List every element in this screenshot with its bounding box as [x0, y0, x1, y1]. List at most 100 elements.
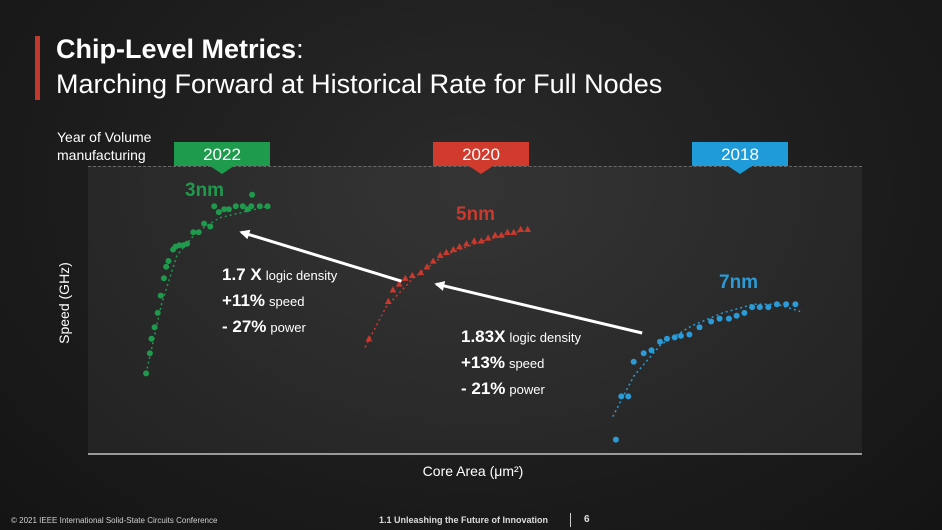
data-point-7nm [625, 393, 632, 400]
data-point-7nm [618, 393, 625, 400]
annotation-value: - 27% [222, 317, 267, 336]
data-point-5nm [429, 257, 437, 264]
data-point-5nm [510, 228, 518, 235]
title-block: Chip-Level Metrics: Marching Forward at … [56, 32, 662, 102]
data-point-3nm [165, 258, 172, 264]
data-point-7nm [630, 358, 637, 365]
data-point-3nm [239, 203, 246, 210]
data-point-3nm [221, 206, 228, 213]
data-point-5nm [384, 297, 392, 304]
annotation-value: 1.83X [461, 327, 506, 346]
data-point-7nm [749, 304, 756, 311]
data-point-7nm [756, 304, 763, 311]
annotation-line: +11% speed [222, 288, 337, 314]
data-point-5nm [491, 231, 499, 238]
data-point-3nm [148, 335, 155, 342]
data-point-5nm [470, 237, 478, 244]
data-point-5nm [389, 286, 397, 293]
data-point-7nm [716, 315, 723, 322]
annotation-5nm-vs-7nm: 1.83X logic density +13% speed - 21% power [461, 324, 581, 402]
data-point-7nm [733, 312, 740, 319]
annotation-metric: logic density [509, 330, 581, 345]
data-point-3nm [225, 206, 232, 213]
data-point-3nm [163, 263, 170, 270]
title-accent-bar [35, 36, 40, 100]
data-point-7nm [696, 324, 703, 331]
data-point-5nm [365, 335, 373, 342]
year-tag-2022: 2022 [174, 142, 270, 174]
data-point-3nm [201, 220, 208, 227]
data-point-7nm [648, 347, 655, 354]
data-point-7nm [671, 334, 678, 341]
footer-session-title: 1.1 Unleashing the Future of Innovation [379, 515, 549, 525]
data-point-7nm [765, 304, 772, 311]
data-point-3nm [211, 203, 218, 210]
annotation-metric: speed [269, 294, 305, 309]
data-points [143, 191, 799, 443]
annotation-value: 1.7 X [222, 265, 262, 284]
data-point-5nm [408, 271, 416, 279]
data-point-5nm [463, 240, 470, 247]
slide-title-bold: Chip-Level Metrics [56, 34, 297, 64]
annotation-metric: power [509, 382, 545, 397]
series-label-5nm: 5nm [456, 204, 496, 225]
slide-title: Chip-Level Metrics: [56, 32, 662, 66]
annotation-value: - 21% [461, 379, 506, 398]
data-point-3nm [143, 370, 150, 377]
data-point-3nm [215, 209, 222, 216]
data-point-7nm [664, 335, 670, 342]
data-point-3nm [157, 292, 164, 299]
data-point-3nm [154, 309, 161, 316]
year-tag-2020: 2020 [433, 142, 529, 174]
data-point-5nm [517, 225, 525, 232]
annotation-line: 1.83X logic density [461, 324, 581, 350]
data-point-5nm [456, 243, 463, 250]
year-caption-line1: Year of Volume [57, 129, 152, 145]
trend-line-7nm [612, 303, 801, 417]
x-axis-label: Core Area (μm²) [422, 463, 524, 479]
annotation-value: +13% [461, 353, 505, 372]
data-point-3nm [207, 223, 214, 230]
data-point-5nm [436, 251, 444, 258]
data-point-3nm [184, 240, 191, 247]
slide-title-colon: : [296, 34, 304, 64]
data-point-3nm [195, 229, 202, 236]
trend-lines [145, 205, 801, 417]
data-point-5nm [423, 263, 431, 270]
data-point-5nm [417, 268, 425, 276]
data-point-3nm [232, 203, 239, 210]
data-point-7nm [657, 338, 663, 345]
annotation-line: +13% speed [461, 350, 581, 376]
data-point-5nm [395, 280, 403, 287]
data-point-5nm [524, 225, 532, 232]
data-point-7nm [792, 301, 799, 308]
annotation-metric: logic density [265, 268, 338, 283]
data-point-3nm [160, 275, 167, 282]
data-point-3nm [190, 229, 197, 236]
data-point-7nm [773, 301, 780, 308]
annotation-metric: power [270, 320, 306, 335]
data-point-7nm [612, 436, 619, 443]
year-caption: Year of Volume manufacturing [57, 128, 151, 164]
comparison-arrows [239, 229, 643, 335]
data-point-7nm [677, 332, 684, 339]
slide-subtitle: Marching Forward at Historical Rate for … [56, 69, 663, 99]
annotation-line: - 27% power [222, 314, 337, 340]
year-tag-2018: 2018 [692, 142, 788, 174]
data-point-3nm [264, 203, 271, 210]
data-point-3nm [146, 350, 153, 357]
data-point-5nm [449, 245, 457, 253]
year-caption-line2: manufacturing [57, 147, 146, 163]
data-point-5nm [504, 228, 511, 235]
annotation-value: +11% [222, 291, 266, 310]
series-label-3nm: 3nm [185, 180, 225, 201]
annotation-line: - 21% power [461, 376, 581, 402]
page-number: 6 [584, 514, 590, 525]
data-point-3nm [249, 191, 256, 198]
data-point-7nm [725, 315, 732, 322]
footer-separator [570, 513, 571, 527]
data-point-5nm [477, 237, 485, 244]
